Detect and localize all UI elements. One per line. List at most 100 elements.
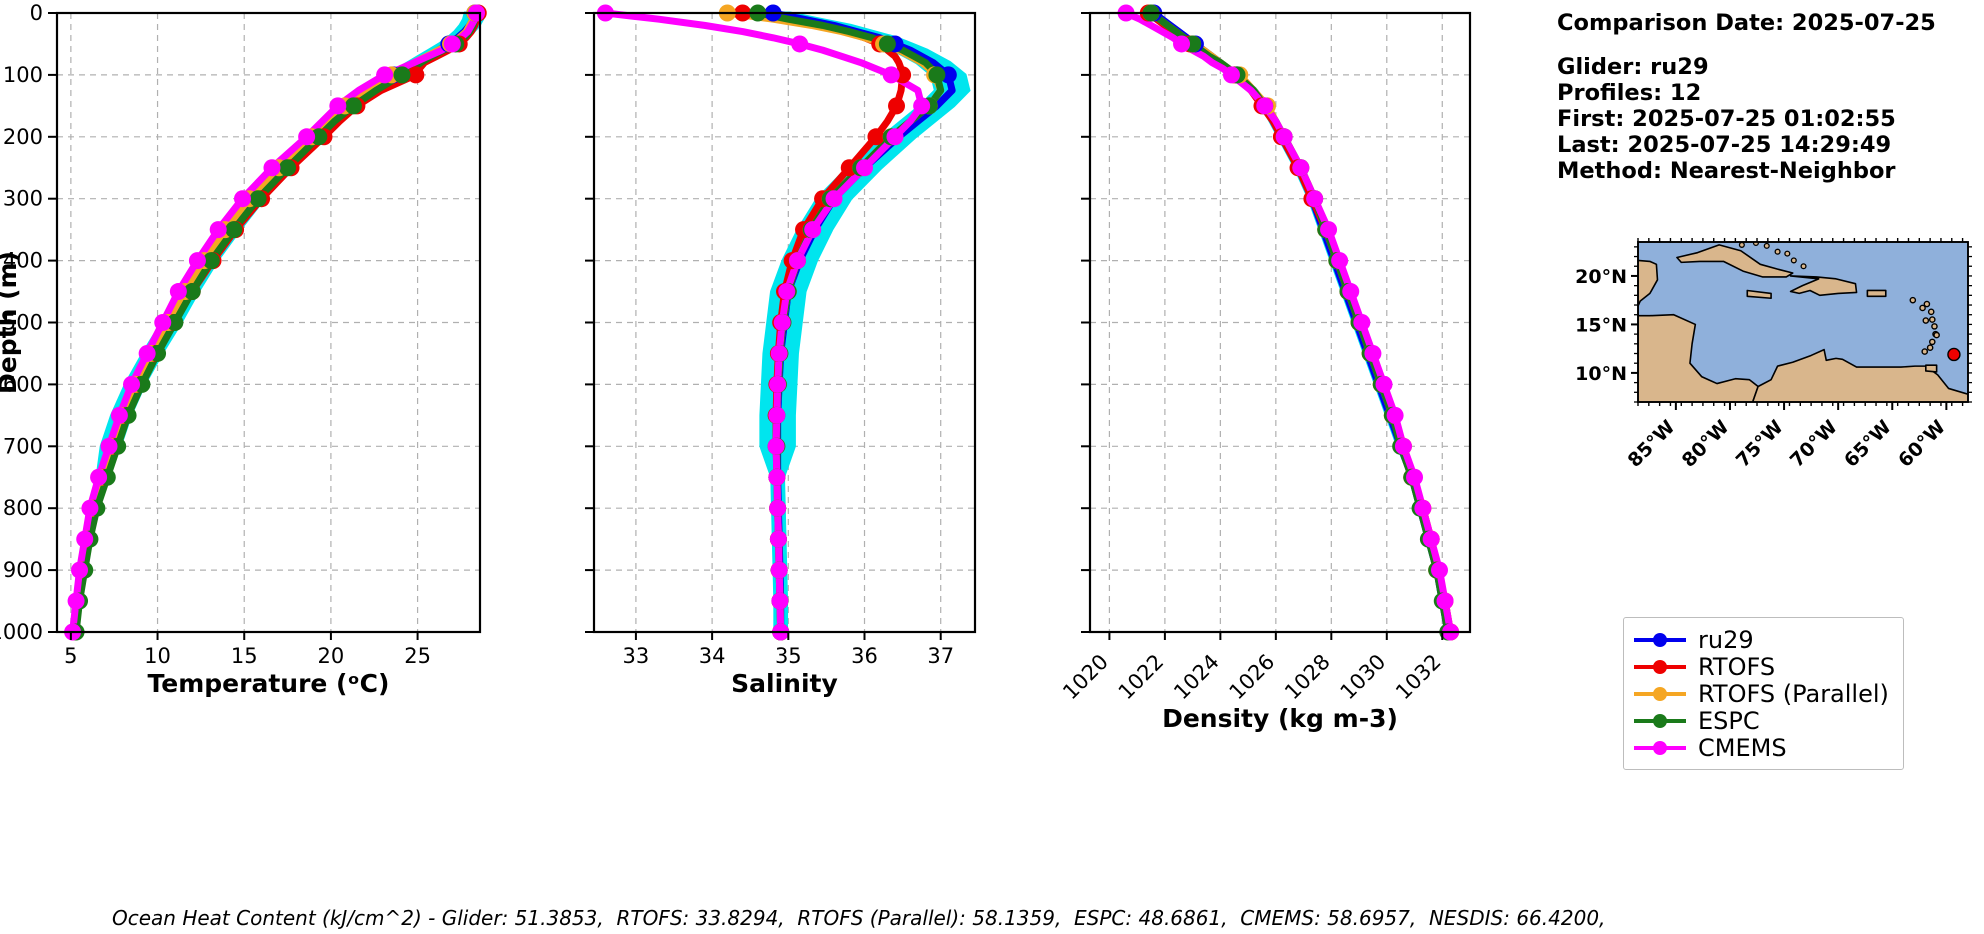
- location-map-svg: 10°N 15°N 20°N 85°W80°W75°W70°W65°W60°W: [1575, 238, 1972, 472]
- data-point: [882, 66, 900, 84]
- y-tick-label: 500: [3, 311, 43, 335]
- data-point: [67, 592, 85, 610]
- y-tick-label: 600: [3, 372, 43, 396]
- data-point: [233, 190, 251, 208]
- data-point: [1320, 221, 1338, 239]
- data-point: [154, 314, 172, 331]
- data-point: [769, 499, 787, 517]
- data-point: [183, 283, 201, 301]
- bahamas-island: [1774, 248, 1781, 255]
- x-tick-label: 34: [699, 644, 726, 668]
- lesser-antilles-island: [1926, 344, 1934, 351]
- ocean-heat-content-caption: Ocean Heat Content (kJ/cm^2) - Glider: 5…: [112, 906, 1606, 930]
- data-point: [76, 530, 94, 548]
- salinity-panel: 33 34 35 36 37 Salinity: [540, 0, 1040, 720]
- bahamas-island: [1738, 242, 1745, 248]
- data-point: [407, 66, 425, 84]
- bahamas-island: [1784, 250, 1791, 257]
- x-tick-label: 36: [851, 644, 878, 668]
- density-panel: 1020 1022 1024 1026 1028 1030 1032 Density (kg …: [1040, 0, 1540, 740]
- data-point: [778, 283, 796, 301]
- data-point: [878, 35, 896, 53]
- legend-item[interactable]: CMEMS: [1634, 734, 1889, 762]
- data-point: [1353, 314, 1371, 331]
- lesser-antilles-island: [1922, 317, 1930, 324]
- data-point: [773, 314, 791, 331]
- legend-label: ESPC: [1698, 706, 1760, 735]
- data-point: [1406, 468, 1424, 486]
- data-point: [767, 437, 785, 455]
- south-america: [1751, 348, 1968, 402]
- legend-label: RTOFS (Parallel): [1698, 679, 1889, 708]
- last-profile-line: Last: 2025-07-25 14:29:49: [1557, 132, 1892, 158]
- data-point: [1331, 252, 1349, 270]
- data-point: [768, 468, 786, 486]
- data-point: [344, 97, 362, 115]
- legend-item[interactable]: RTOFS (Parallel): [1634, 679, 1889, 708]
- x-tick-label: 1026: [1225, 650, 1280, 705]
- lesser-antilles-island: [1909, 296, 1917, 304]
- data-point: [225, 221, 243, 239]
- lesser-antilles-island: [1923, 300, 1931, 308]
- data-point: [166, 314, 184, 331]
- puerto-rico: [1866, 289, 1887, 298]
- x-tick-label: 1022: [1114, 650, 1169, 705]
- data-point: [376, 66, 394, 84]
- data-point: [913, 97, 931, 115]
- data-point: [888, 97, 906, 115]
- y-axis-label: Depth (m): [0, 251, 22, 394]
- temperature-panel: 5 10 15 20 25 0 100 200 300 400 500 600 700 800 900 100…: [0, 0, 540, 720]
- data-point: [1222, 66, 1240, 84]
- y-tick-label: 0: [30, 1, 43, 25]
- map-frame: [1637, 241, 1969, 403]
- x-tick-label: 10: [144, 644, 171, 668]
- lesser-antilles-island: [1928, 338, 1936, 346]
- data-point: [209, 221, 227, 239]
- bahamas-island: [1800, 263, 1807, 270]
- glider-line: Glider: ru29: [1557, 54, 1709, 80]
- temperature-profile-svg: 5 10 15 20 25 0 100 200 300 400 500 600 700 800 900 100…: [0, 1, 487, 698]
- data-point: [1430, 561, 1448, 579]
- map-landmasses: [1638, 242, 1968, 402]
- data-point: [770, 561, 788, 579]
- legend-swatch-rtofs: [1634, 659, 1686, 674]
- lesser-antilles-island: [1927, 308, 1935, 316]
- hispaniola: [1789, 275, 1858, 297]
- x-tick-label: 1032: [1391, 650, 1446, 705]
- y-tick-label: 1000: [0, 620, 43, 644]
- data-point: [1173, 35, 1191, 53]
- legend-swatch-ru29: [1634, 632, 1686, 647]
- profiles-line: Profiles: 12: [1557, 80, 1702, 106]
- legend-swatch-espc: [1634, 713, 1686, 728]
- x-tick-label: 1030: [1336, 650, 1391, 705]
- lesser-antilles-island: [1921, 348, 1929, 355]
- first-profile-line: First: 2025-07-25 01:02:55: [1557, 106, 1896, 132]
- lesser-antilles-island: [1919, 304, 1926, 312]
- data-point: [768, 406, 786, 424]
- y-tick-label: 100: [3, 63, 43, 87]
- lesser-antilles-island: [1928, 316, 1936, 323]
- data-point: [1306, 190, 1324, 208]
- comparison-date-line: Comparison Date: 2025-07-25: [1557, 10, 1936, 36]
- map-lon-label: 70°W: [1786, 416, 1842, 472]
- data-point: [329, 97, 347, 115]
- map-lon-label: 80°W: [1678, 416, 1734, 472]
- data-point: [249, 190, 267, 208]
- x-tick-label: 1024: [1169, 650, 1224, 705]
- legend-label: ru29: [1698, 625, 1754, 654]
- data-point: [1436, 592, 1454, 610]
- data-point: [928, 66, 946, 84]
- legend-item[interactable]: RTOFS: [1634, 653, 1889, 681]
- legend-item[interactable]: ru29: [1634, 625, 1889, 654]
- legend-swatch-rtofs-parallel: [1634, 686, 1686, 701]
- glider-position-marker: [1947, 347, 1961, 362]
- data-point: [1275, 128, 1293, 146]
- y-tick-label: 800: [3, 496, 43, 520]
- map-inset-panel: 10°N 15°N 20°N 85°W 80°W 75°W 70°W 65°W 60°W: [1530, 220, 1980, 510]
- legend-item[interactable]: ESPC: [1634, 706, 1889, 735]
- data-point: [825, 190, 843, 208]
- map-lon-label: 60°W: [1894, 416, 1950, 472]
- data-point: [1364, 344, 1382, 362]
- x-tick-label: 20: [318, 644, 345, 668]
